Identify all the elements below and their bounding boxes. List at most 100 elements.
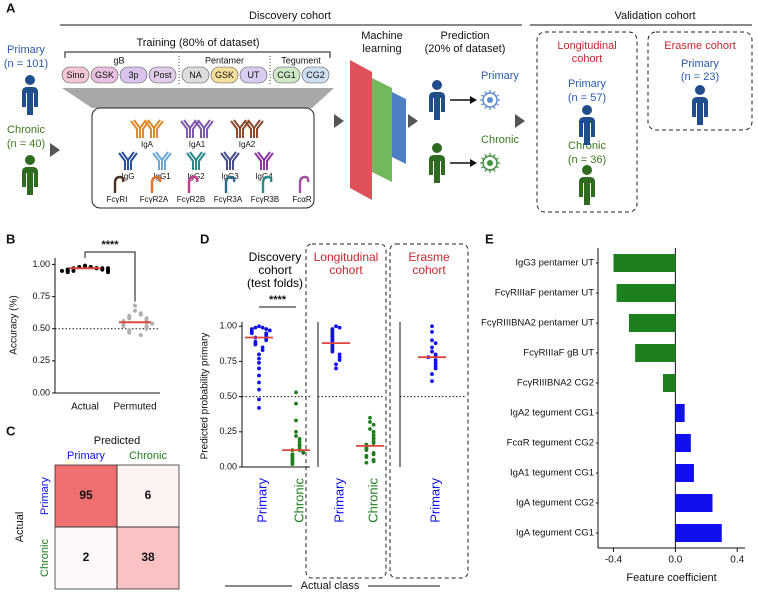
x-tick-label: Primary: [427, 478, 442, 523]
antigen-pill: [90, 66, 119, 84]
heading: cohort: [572, 53, 603, 65]
dot: [249, 331, 254, 336]
bar: [675, 494, 713, 512]
antigen-pill: [119, 66, 148, 84]
dot: [337, 355, 342, 360]
arrow: [515, 114, 525, 128]
cohort-box: [305, 243, 387, 579]
x-tick-label: Permuted: [113, 402, 156, 413]
bar: [635, 344, 676, 362]
panel-label: D: [200, 231, 209, 246]
receptor-icon: [224, 175, 236, 193]
arrow: [408, 114, 418, 128]
dot: [106, 270, 111, 275]
matrix-row-label: Chronic: [39, 539, 51, 577]
cohort-title: Longitudinal: [314, 250, 379, 264]
y-tick-label: IgA tegument CG1: [516, 528, 594, 539]
antigen-label: UT: [248, 70, 260, 80]
cohort-title: cohort: [329, 263, 363, 277]
receptor-label: FcγRI: [107, 195, 128, 204]
person-icon: [579, 177, 595, 205]
antigen-label: CG1: [277, 70, 296, 80]
antibody-box: [91, 107, 315, 209]
dot: [371, 432, 376, 437]
dot: [371, 441, 376, 445]
dot: [368, 420, 372, 424]
panel-label: B: [6, 231, 15, 246]
dot: [430, 349, 434, 354]
y-tick-label: 1.00: [219, 321, 237, 331]
dot: [364, 448, 369, 453]
bar: [662, 374, 676, 392]
dot: [65, 267, 70, 272]
dot: [430, 372, 434, 376]
nn-layer: [392, 92, 406, 164]
matrix-title: Predicted: [94, 435, 140, 447]
dot: [297, 436, 302, 441]
cohort-box: [536, 31, 638, 213]
dot: [257, 324, 261, 329]
group-label: Primary: [681, 58, 719, 70]
group-label: Chronic: [481, 134, 519, 146]
person-icon: [582, 165, 592, 175]
group-label: Primary: [568, 78, 606, 90]
antigen-label: CG2: [306, 70, 325, 80]
group-n: (n = 36): [568, 154, 606, 166]
virus-icon: [487, 97, 493, 103]
cohort-title: (test folds): [247, 276, 303, 290]
bar: [675, 404, 685, 422]
dot: [294, 401, 298, 406]
dot: [59, 268, 64, 273]
dot: [294, 418, 298, 423]
antigen-pill: [239, 66, 268, 84]
antigen-pill: [61, 66, 90, 84]
person-icon: [22, 167, 38, 195]
dot: [133, 308, 137, 313]
dot: [257, 380, 261, 385]
person-icon: [429, 92, 445, 120]
dot: [138, 333, 143, 338]
dot: [368, 415, 372, 420]
dot: [430, 324, 434, 329]
heading: Erasme cohort: [664, 40, 736, 52]
x-tick-label: 0.4: [730, 555, 744, 566]
antibody-icon: [144, 119, 164, 138]
y-tick-label: FcγRIIIBNA2 CG2: [517, 378, 594, 389]
person-icon: [25, 75, 35, 85]
bar: [675, 464, 694, 482]
y-tick-label: FcγRIIIaF gB UT: [523, 348, 594, 359]
arrow: [50, 143, 60, 157]
receptor-label: FcαR: [292, 195, 312, 204]
dot: [330, 349, 335, 354]
dot: [364, 455, 369, 460]
antibody-label: IgG: [122, 172, 135, 181]
antibody-icon: [130, 119, 150, 138]
antibody-icon: [254, 151, 274, 170]
antigen-pill: [272, 66, 301, 84]
dot: [264, 327, 269, 331]
antibody-icon: [152, 151, 172, 170]
dot: [294, 434, 298, 438]
antigen-pill: [301, 66, 330, 84]
dot: [267, 328, 272, 333]
person-icon: [582, 105, 592, 115]
matrix-row-title: Actual: [14, 512, 26, 543]
matrix-cell: [54, 526, 118, 590]
bracket: [64, 51, 331, 58]
person-icon: [692, 97, 708, 125]
receptor-icon: [150, 175, 162, 193]
antigen-label: GSK: [215, 70, 234, 80]
antigen-group: Pentamer: [205, 55, 244, 65]
dot: [253, 325, 258, 330]
y-tick-label: 1.00: [32, 259, 50, 269]
y-axis-label: Predicted probability primary: [200, 333, 211, 460]
dot: [294, 390, 298, 395]
matrix-value: 38: [141, 550, 155, 564]
dot: [430, 329, 434, 334]
group-label: Primary: [481, 70, 519, 82]
dot: [260, 345, 265, 350]
person-icon: [429, 155, 445, 183]
significance: ****: [269, 294, 287, 306]
dot: [253, 342, 258, 347]
dot: [106, 266, 111, 271]
